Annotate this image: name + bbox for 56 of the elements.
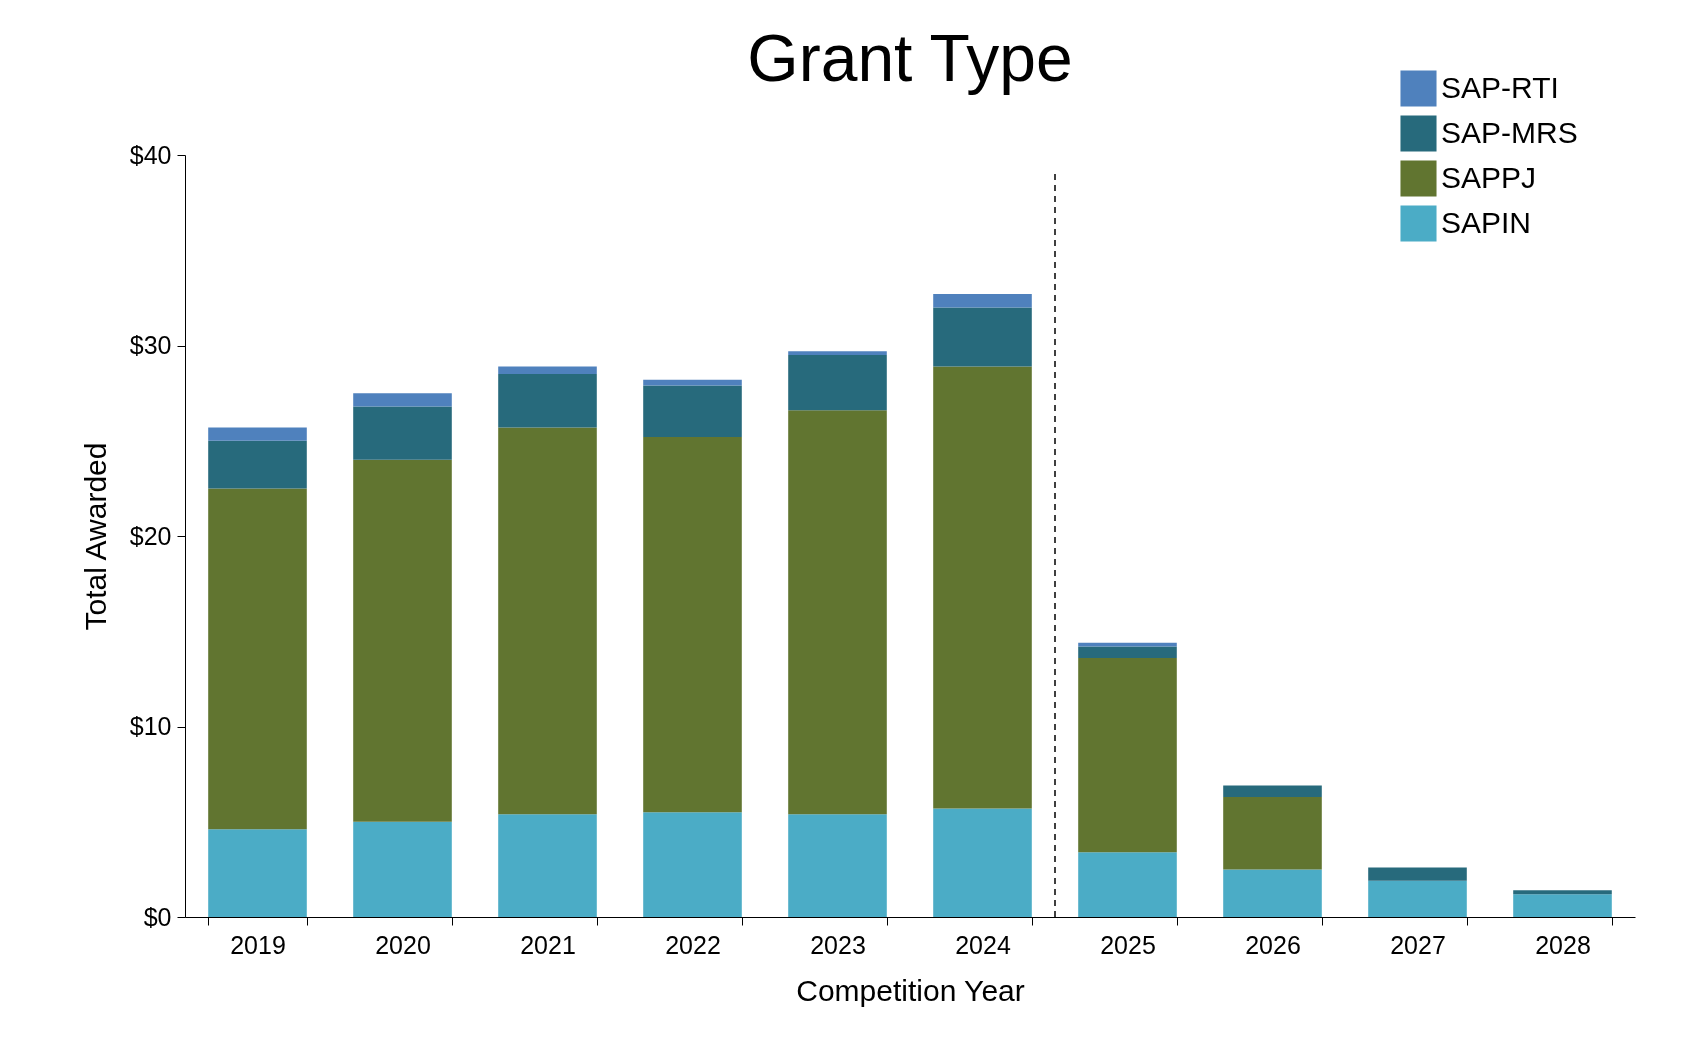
x-tick-label: 2024 xyxy=(955,930,1011,959)
x-tick-label: 2022 xyxy=(665,930,721,959)
bar xyxy=(208,427,307,441)
x-tick-label: 2023 xyxy=(810,930,866,959)
bar xyxy=(933,307,1032,367)
x-tick-label: 2021 xyxy=(520,930,576,959)
bar xyxy=(498,366,597,375)
bar xyxy=(1078,657,1177,853)
x-axis-title: Competition Year xyxy=(796,973,1025,1007)
bar xyxy=(643,436,742,813)
bar xyxy=(1223,869,1322,917)
y-tick-label: $40 xyxy=(129,140,172,169)
chart-title: Grant Type xyxy=(747,21,1073,95)
bar xyxy=(788,351,887,356)
bar xyxy=(1368,867,1467,881)
legend-label: SAP-RTI xyxy=(1441,70,1559,104)
bar xyxy=(208,488,307,830)
bar xyxy=(933,808,1032,917)
bar xyxy=(498,427,597,815)
bar xyxy=(788,814,887,917)
bar xyxy=(353,393,452,407)
x-tick-label: 2026 xyxy=(1245,930,1301,959)
x-tick-label: 2019 xyxy=(230,930,286,959)
legend-label: SAP-MRS xyxy=(1441,115,1578,149)
y-axis-title: Total Awarded xyxy=(78,442,112,631)
x-tick-label: 2027 xyxy=(1390,930,1446,959)
x-tick-label: 2020 xyxy=(375,930,431,959)
x-tick-label: 2025 xyxy=(1100,930,1156,959)
bar xyxy=(1223,796,1322,870)
bar xyxy=(643,385,742,437)
bar xyxy=(208,440,307,489)
bar xyxy=(1368,880,1467,917)
bar xyxy=(208,829,307,917)
bar xyxy=(1513,894,1612,917)
bar xyxy=(498,814,597,917)
bar xyxy=(1513,890,1612,895)
bar xyxy=(1223,785,1322,797)
bar xyxy=(933,366,1032,809)
bar xyxy=(498,374,597,428)
legend-label: SAPIN xyxy=(1441,205,1532,239)
y-tick-label: $30 xyxy=(129,331,172,359)
bar xyxy=(353,821,452,917)
bar xyxy=(643,812,742,917)
bar xyxy=(788,355,887,411)
legend-label: SAPPJ xyxy=(1441,160,1537,194)
bar xyxy=(1078,852,1177,917)
y-tick-label: $10 xyxy=(129,712,172,740)
bar xyxy=(788,410,887,815)
bar xyxy=(353,459,452,822)
bar xyxy=(933,294,1032,308)
bar xyxy=(353,406,452,460)
bar xyxy=(1078,646,1177,658)
y-tick-label: $0 xyxy=(143,902,172,931)
y-tick-label: $20 xyxy=(129,521,172,550)
x-tick-label: 2028 xyxy=(1535,930,1591,959)
bar xyxy=(643,379,742,386)
